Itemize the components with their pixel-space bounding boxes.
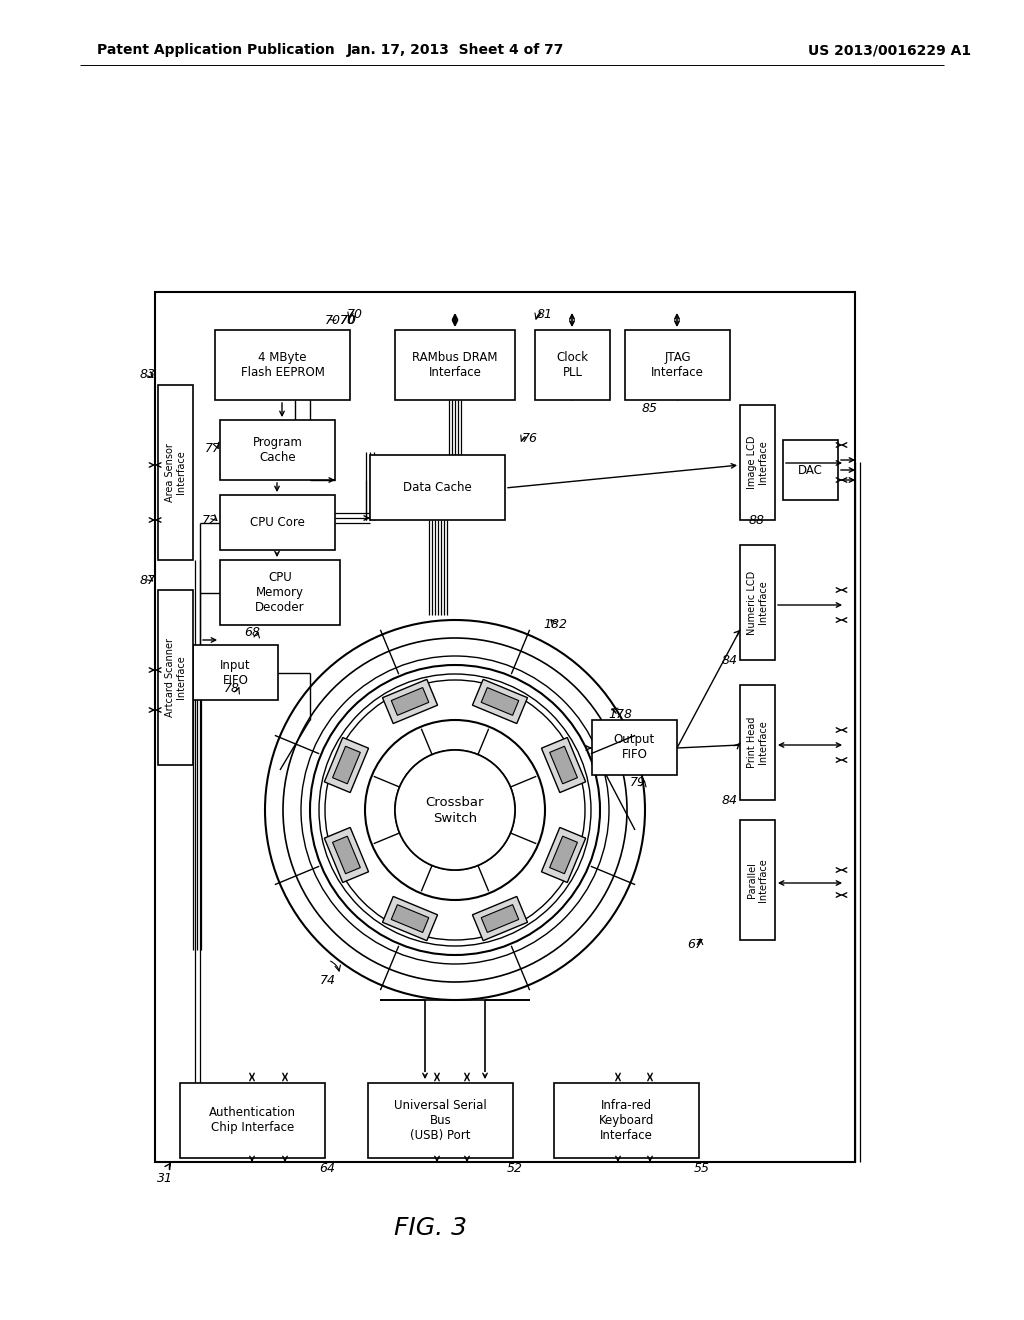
Text: CPU
Memory
Decoder: CPU Memory Decoder bbox=[255, 572, 305, 614]
Text: Input
FIFO: Input FIFO bbox=[220, 659, 251, 686]
Text: Crossbar: Crossbar bbox=[426, 796, 484, 808]
Polygon shape bbox=[391, 688, 429, 715]
Text: Jan. 17, 2013  Sheet 4 of 77: Jan. 17, 2013 Sheet 4 of 77 bbox=[346, 44, 563, 57]
Polygon shape bbox=[333, 746, 360, 784]
Text: FIG. 3: FIG. 3 bbox=[393, 1216, 467, 1239]
Text: 79: 79 bbox=[630, 776, 646, 789]
Text: 178: 178 bbox=[608, 709, 632, 722]
Text: 88: 88 bbox=[749, 513, 765, 527]
Text: DAC: DAC bbox=[798, 463, 823, 477]
Text: 64: 64 bbox=[319, 1162, 335, 1175]
Text: 81: 81 bbox=[537, 309, 553, 322]
Text: 74: 74 bbox=[319, 974, 336, 986]
Text: 77: 77 bbox=[205, 441, 221, 454]
Polygon shape bbox=[472, 896, 527, 941]
Text: 70: 70 bbox=[325, 314, 341, 326]
Bar bbox=[740, 545, 775, 660]
Text: Patent Application Publication: Patent Application Publication bbox=[97, 44, 335, 57]
Text: 70: 70 bbox=[347, 309, 362, 322]
Polygon shape bbox=[383, 896, 437, 941]
Text: CPU Core: CPU Core bbox=[250, 516, 305, 529]
Text: $\mathregular{\sim}$70: $\mathregular{\sim}$70 bbox=[324, 314, 356, 326]
Text: 72: 72 bbox=[202, 513, 218, 527]
Bar bbox=[592, 719, 677, 775]
Bar bbox=[220, 420, 335, 480]
Polygon shape bbox=[383, 680, 437, 723]
Text: Program
Cache: Program Cache bbox=[253, 436, 302, 465]
Text: Parallel
Interface: Parallel Interface bbox=[746, 858, 768, 902]
Polygon shape bbox=[325, 738, 369, 792]
Polygon shape bbox=[481, 904, 519, 932]
Polygon shape bbox=[472, 680, 527, 723]
Text: 182: 182 bbox=[543, 619, 567, 631]
Text: 67: 67 bbox=[687, 939, 703, 952]
Polygon shape bbox=[542, 828, 586, 883]
Text: 70: 70 bbox=[340, 314, 356, 326]
Text: 85: 85 bbox=[642, 401, 658, 414]
Text: Image LCD
Interface: Image LCD Interface bbox=[746, 436, 768, 490]
Text: 76: 76 bbox=[522, 432, 538, 445]
Bar bbox=[740, 685, 775, 800]
Bar bbox=[783, 440, 838, 500]
Text: 31: 31 bbox=[157, 1172, 173, 1184]
Bar bbox=[180, 1082, 325, 1158]
Text: Numeric LCD
Interface: Numeric LCD Interface bbox=[746, 570, 768, 635]
Text: Artcard Scanner
Interface: Artcard Scanner Interface bbox=[165, 638, 186, 717]
Text: Infra-red
Keyboard
Interface: Infra-red Keyboard Interface bbox=[599, 1100, 654, 1142]
Polygon shape bbox=[550, 836, 578, 874]
Text: JTAG
Interface: JTAG Interface bbox=[651, 351, 703, 379]
Text: Area Sensor
Interface: Area Sensor Interface bbox=[165, 444, 186, 502]
Bar bbox=[625, 330, 730, 400]
Text: RAMbus DRAM
Interface: RAMbus DRAM Interface bbox=[413, 351, 498, 379]
Text: Switch: Switch bbox=[433, 812, 477, 825]
Text: 4 MByte
Flash EEPROM: 4 MByte Flash EEPROM bbox=[241, 351, 325, 379]
Polygon shape bbox=[391, 904, 429, 932]
Bar bbox=[395, 330, 515, 400]
Polygon shape bbox=[333, 836, 360, 874]
Bar bbox=[220, 560, 340, 624]
Text: 52: 52 bbox=[507, 1162, 523, 1175]
Text: 68: 68 bbox=[244, 626, 260, 639]
Text: 55: 55 bbox=[694, 1162, 710, 1175]
Bar bbox=[370, 455, 505, 520]
Bar bbox=[193, 645, 278, 700]
Bar bbox=[158, 590, 193, 766]
Text: 87: 87 bbox=[140, 573, 156, 586]
Text: 84: 84 bbox=[722, 793, 738, 807]
Circle shape bbox=[395, 750, 515, 870]
Polygon shape bbox=[325, 828, 369, 883]
Polygon shape bbox=[550, 746, 578, 784]
Text: 78: 78 bbox=[224, 681, 240, 694]
Text: Universal Serial
Bus
(USB) Port: Universal Serial Bus (USB) Port bbox=[394, 1100, 486, 1142]
Bar bbox=[155, 292, 855, 1162]
Polygon shape bbox=[481, 688, 519, 715]
Bar bbox=[740, 405, 775, 520]
Text: Clock
PLL: Clock PLL bbox=[556, 351, 589, 379]
Polygon shape bbox=[542, 738, 586, 792]
Text: Print Head
Interface: Print Head Interface bbox=[746, 717, 768, 768]
Text: Data Cache: Data Cache bbox=[403, 480, 472, 494]
Text: 83: 83 bbox=[140, 368, 156, 381]
Bar bbox=[535, 330, 610, 400]
Text: US 2013/0016229 A1: US 2013/0016229 A1 bbox=[808, 44, 972, 57]
Bar bbox=[215, 330, 350, 400]
Bar bbox=[740, 820, 775, 940]
Bar bbox=[220, 495, 335, 550]
Bar bbox=[158, 385, 193, 560]
Bar bbox=[368, 1082, 513, 1158]
Text: 84: 84 bbox=[722, 653, 738, 667]
Bar bbox=[554, 1082, 699, 1158]
Text: Output
FIFO: Output FIFO bbox=[613, 734, 655, 762]
Text: Authentication
Chip Interface: Authentication Chip Interface bbox=[209, 1106, 296, 1134]
